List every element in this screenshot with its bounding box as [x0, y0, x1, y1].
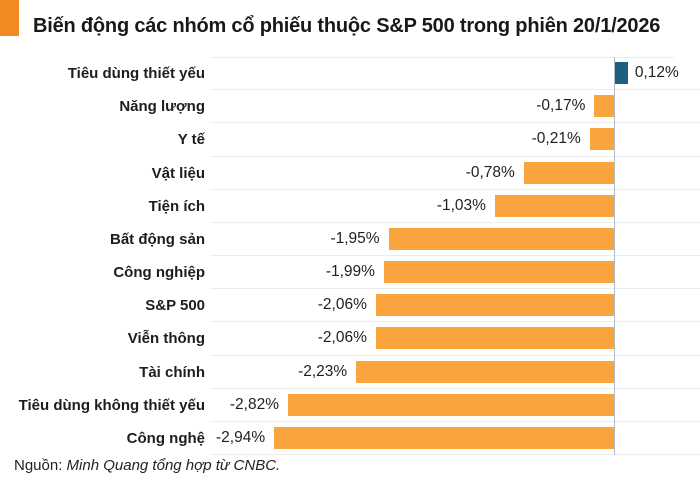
category-label: Tiện ích — [148, 197, 205, 215]
value-label: -2,82% — [229, 395, 280, 413]
chart-row: Viễn thông -2,06% — [0, 322, 700, 356]
negative-bar — [274, 426, 614, 449]
row-plot-area: -2,06% — [210, 289, 700, 323]
category-label: Công nghệ — [126, 429, 205, 447]
category-label: Vật liệu — [151, 164, 205, 182]
chart-title: Biến động các nhóm cổ phiếu thuộc S&P 50… — [33, 15, 661, 37]
chart-row: Tiêu dùng không thiết yếu -2,82% — [0, 389, 700, 422]
value-label: -2,06% — [317, 329, 367, 347]
negative-bar — [375, 294, 614, 317]
positive-bar — [614, 62, 628, 85]
value-label: -1,99% — [325, 263, 375, 281]
bar-chart: Tiêu dùng thiết yếu 0,12% Năng lượng -0,17%… — [0, 57, 700, 456]
row-plot-area: -2,82% — [210, 389, 700, 422]
chart-row: Công nghiệp -1,99% — [0, 256, 700, 290]
category-label: Y tế — [177, 131, 205, 149]
chart-row: Năng lượng -0,17% — [0, 90, 700, 124]
zero-axis-line — [614, 57, 615, 455]
negative-bar — [589, 128, 614, 151]
chart-row: S&P 500 -2,06% — [0, 289, 700, 323]
value-label: -0,78% — [465, 163, 515, 181]
category-label: Tài chính — [139, 363, 205, 381]
value-label: -0,17% — [536, 97, 586, 115]
category-label: Bất động sản — [109, 230, 205, 248]
chart-rows: Tiêu dùng thiết yếu 0,12% Năng lượng -0,17%… — [0, 57, 700, 456]
category-label: Công nghiệp — [113, 264, 205, 282]
negative-bar — [523, 161, 614, 184]
chart-top-gridline — [210, 57, 674, 58]
chart-row: Tiêu dùng thiết yếu 0,12% — [0, 57, 700, 91]
row-plot-area: -0,78% — [210, 157, 700, 190]
value-label: 0,12% — [634, 64, 679, 82]
category-label: S&P 500 — [145, 297, 205, 315]
negative-bar — [288, 393, 614, 416]
value-label: -2,23% — [298, 362, 348, 380]
source-note: Nguồn: Minh Quang tổng hợp từ CNBC. — [14, 457, 280, 474]
row-plot-area: -2,94% — [210, 422, 700, 456]
row-plot-area: -2,23% — [210, 356, 700, 389]
value-label: -2,06% — [317, 296, 367, 314]
row-plot-area: -1,03% — [210, 190, 700, 223]
negative-bar — [356, 360, 614, 383]
chart-row: Bất động sản -1,95% — [0, 223, 700, 257]
value-label: -1,03% — [436, 196, 486, 214]
row-plot-area: -0,17% — [210, 90, 700, 124]
row-plot-area: 0,12% — [210, 57, 700, 91]
chart-row: Công nghệ -2,94% — [0, 422, 700, 456]
title-accent-block — [0, 0, 19, 36]
category-label: Viễn thông — [127, 330, 205, 348]
value-label: -1,95% — [330, 229, 380, 247]
category-label: Tiêu dùng không thiết yếu — [18, 396, 205, 414]
chart-row: Tiện ích -1,03% — [0, 190, 700, 223]
row-plot-area: -0,21% — [210, 123, 700, 157]
category-label: Năng lượng — [119, 98, 205, 116]
chart-row: Vật liệu -0,78% — [0, 157, 700, 190]
value-label: -0,21% — [531, 130, 581, 148]
source-text: Minh Quang tổng hợp từ CNBC. — [66, 457, 281, 474]
row-plot-area: -2,06% — [210, 322, 700, 356]
row-plot-area: -1,95% — [210, 223, 700, 257]
row-plot-area: -1,99% — [210, 256, 700, 290]
value-label: -2,94% — [216, 428, 266, 446]
negative-bar — [494, 194, 614, 217]
negative-bar — [383, 261, 614, 284]
source-prefix: Nguồn: — [14, 457, 67, 474]
negative-bar — [375, 327, 614, 350]
negative-bar — [594, 95, 614, 118]
chart-row: Tài chính -2,23% — [0, 356, 700, 389]
category-label: Tiêu dùng thiết yếu — [67, 65, 205, 83]
negative-bar — [388, 227, 614, 250]
chart-row: Y tế -0,21% — [0, 123, 700, 157]
